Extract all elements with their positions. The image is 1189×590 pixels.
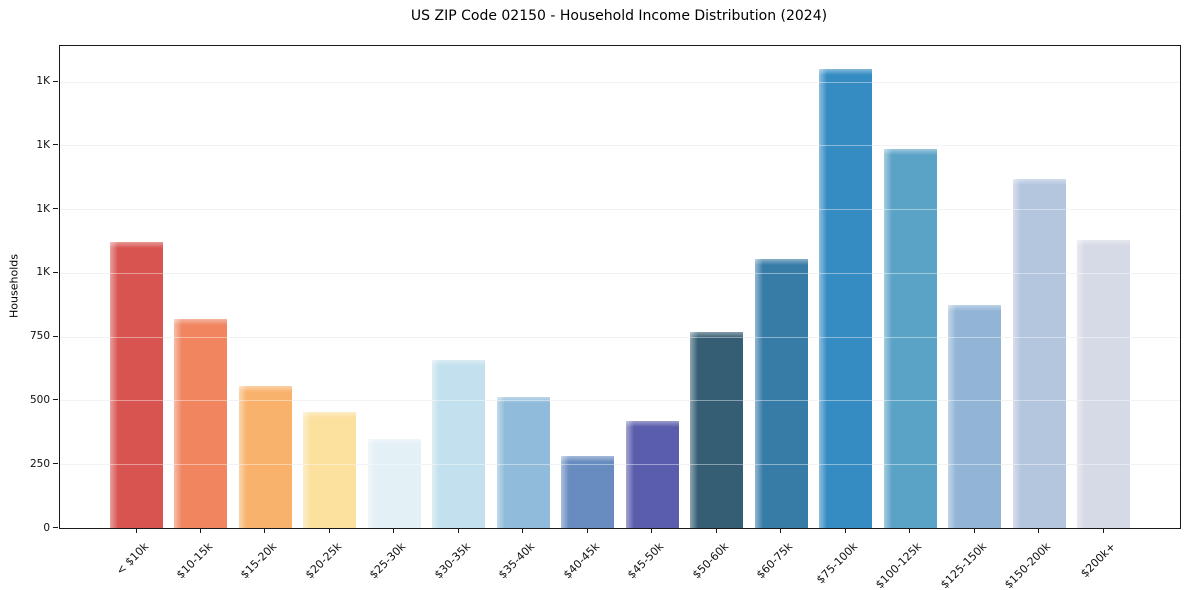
- chart-title: US ZIP Code 02150 - Household Income Dis…: [410, 8, 828, 24]
- y-tick-mark: [53, 208, 58, 210]
- bar-1: [174, 318, 228, 528]
- x-tick-label: $125-150k: [937, 540, 989, 590]
- bar-14: [1012, 178, 1066, 528]
- bar-11: [819, 68, 873, 528]
- x-tick-label: $50-60k: [689, 540, 731, 582]
- bar-0: [110, 242, 163, 528]
- gridline: [60, 272, 1180, 274]
- x-tick-label: $100-125k: [873, 540, 925, 590]
- gridline-overlay: [60, 145, 1180, 147]
- gridline: [60, 81, 1180, 83]
- bar-3: [303, 411, 357, 528]
- x-tick-label: $200k+: [1077, 540, 1118, 581]
- gridline-overlay: [60, 81, 1180, 83]
- gridline-overlay: [60, 272, 1180, 274]
- x-tick-mark: [199, 528, 201, 533]
- x-tick-mark: [522, 528, 524, 533]
- x-tick-mark: [1038, 528, 1040, 533]
- bar-12: [883, 148, 937, 528]
- bar-9: [690, 331, 744, 528]
- x-tick-mark: [586, 528, 588, 533]
- bar-8: [625, 420, 679, 528]
- x-tick-label: $20-25k: [302, 540, 345, 582]
- gridline-overlay: [60, 464, 1180, 466]
- gridline: [60, 400, 1180, 402]
- bar-6: [496, 396, 550, 528]
- gridline: [60, 464, 1180, 466]
- bar-2: [238, 385, 292, 528]
- bar-13: [948, 304, 1002, 528]
- x-tick-label: $10-15k: [173, 540, 216, 582]
- y-tick-mark: [53, 80, 58, 82]
- y-tick-label: 500: [29, 393, 50, 406]
- x-tick-mark: [780, 528, 782, 533]
- y-tick-mark: [53, 144, 58, 146]
- bar-4: [367, 438, 421, 528]
- x-tick-label: $150-200k: [1002, 540, 1054, 590]
- gridline: [60, 209, 1180, 211]
- gridline-overlay: [60, 209, 1180, 211]
- y-tick-label: 1K: [36, 75, 50, 88]
- x-tick-label: $25-30k: [367, 540, 409, 582]
- x-tick-label: $40-45k: [560, 540, 602, 582]
- y-tick-mark: [53, 527, 58, 528]
- y-tick-label: 1K: [36, 266, 50, 279]
- x-tick-mark: [651, 528, 653, 533]
- x-tick-mark: [264, 528, 266, 533]
- x-tick-label: $35-40k: [496, 540, 538, 582]
- x-tick-mark: [135, 528, 137, 533]
- gridline: [60, 336, 1180, 338]
- bar-5: [432, 360, 486, 528]
- bar-7: [561, 455, 615, 528]
- bar-15: [1077, 239, 1130, 528]
- x-tick-label: $30-35k: [431, 540, 474, 582]
- y-tick-label: 1K: [36, 202, 50, 215]
- x-tick-mark: [457, 528, 459, 533]
- bar-10: [754, 258, 808, 528]
- x-tick-mark: [328, 528, 330, 533]
- y-tick-label: 0: [43, 521, 50, 534]
- y-tick-label: 1K: [36, 138, 50, 151]
- x-tick-label: $60-75k: [754, 540, 796, 582]
- gridline: [60, 145, 1180, 147]
- x-tick-mark: [1102, 528, 1104, 533]
- x-tick-mark: [973, 528, 975, 533]
- gridline-overlay: [60, 400, 1180, 402]
- x-tick-label: $45-50k: [625, 540, 667, 582]
- x-tick-mark: [909, 528, 911, 533]
- x-tick-mark: [393, 528, 395, 533]
- y-tick-mark: [53, 271, 58, 273]
- x-tick-label: $15-20k: [238, 540, 280, 582]
- x-tick-mark: [844, 528, 846, 533]
- y-tick-label: 750: [29, 330, 50, 343]
- y-axis-label: Households: [7, 254, 21, 318]
- x-tick-label: $75-100k: [813, 540, 860, 587]
- gridline-overlay: [60, 336, 1180, 338]
- y-tick-mark: [53, 335, 58, 337]
- x-tick-label: < $10k: [113, 540, 151, 578]
- y-tick-mark: [53, 463, 58, 465]
- y-tick-mark: [53, 399, 58, 401]
- x-tick-mark: [715, 528, 717, 533]
- plot-area: [59, 45, 1181, 529]
- y-tick-label: 250: [29, 457, 50, 470]
